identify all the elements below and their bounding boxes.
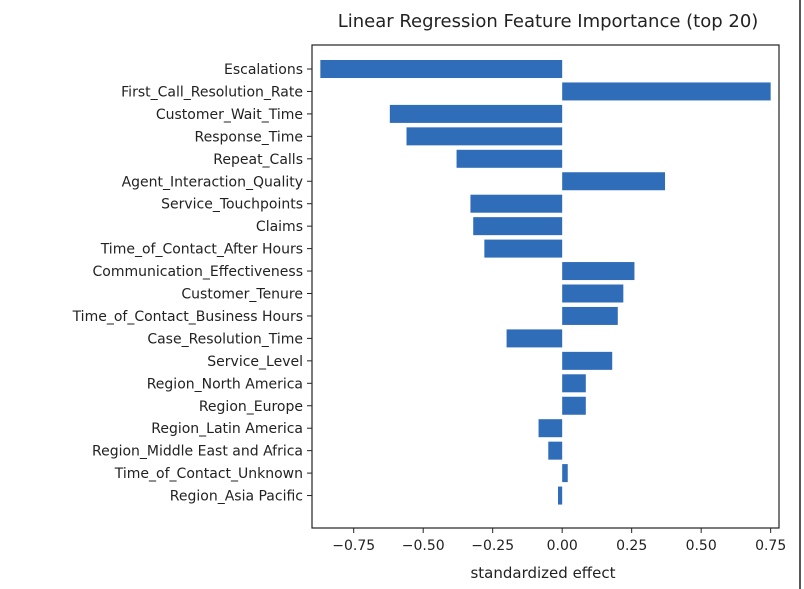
- y-axis-ticks: Escalations First_Call_Resolution_Rate Cus…: [72, 62, 312, 505]
- bar: [562, 284, 624, 303]
- x-tick-label: 0.50: [686, 538, 717, 554]
- chart-title: Linear Regression Feature Importance (to…: [338, 11, 759, 32]
- y-tick-label: Customer_Tenure: [181, 287, 303, 303]
- bar: [562, 396, 586, 415]
- bar: [456, 149, 563, 168]
- y-tick-label: Response_Time: [195, 129, 304, 145]
- y-tick-label: Escalations: [224, 62, 303, 78]
- y-tick-label: Customer_Wait_Time: [156, 107, 303, 123]
- bar: [389, 104, 563, 123]
- x-tick-label: −0.75: [332, 538, 375, 554]
- bar: [558, 486, 563, 505]
- bar: [406, 127, 563, 146]
- y-tick-label: Case_Resolution_Time: [147, 331, 303, 347]
- x-tick-label: −0.50: [402, 538, 445, 554]
- y-tick-label: Region_North America: [147, 376, 303, 392]
- bar: [562, 374, 586, 393]
- bar: [506, 329, 563, 348]
- y-tick-label: Region_Middle East and Africa: [92, 444, 303, 460]
- x-tick-label: −0.25: [471, 538, 514, 554]
- y-tick-label: Communication_Effectiveness: [93, 264, 304, 280]
- x-tick-label: 0.00: [547, 538, 578, 554]
- bar: [473, 217, 563, 236]
- y-tick-label: Region_Europe: [199, 399, 303, 415]
- y-tick-label: Region_Asia Pacific: [170, 489, 303, 505]
- bar: [484, 239, 563, 258]
- x-axis-ticks: −0.75 −0.50 −0.25 0.00 0.25 0.50 0.75: [332, 528, 786, 554]
- y-tick-label: Time_of_Contact_After Hours: [100, 242, 303, 258]
- bar: [538, 419, 563, 438]
- bar: [562, 306, 618, 325]
- plot-frame: [311, 44, 780, 529]
- bar: [562, 172, 666, 191]
- bar: [562, 351, 613, 370]
- y-tick-label: Repeat_Calls: [213, 152, 303, 168]
- bar: [320, 60, 563, 78]
- bar: [562, 262, 635, 281]
- y-tick-label: First_Call_Resolution_Rate: [121, 84, 303, 100]
- bar: [548, 441, 563, 460]
- bar: [470, 194, 563, 213]
- y-tick-label: Time_of_Contact_Business Hours: [72, 309, 303, 325]
- y-tick-label: Region_Latin America: [151, 421, 303, 437]
- bar-series: [320, 60, 771, 505]
- y-tick-label: Agent_Interaction_Quality: [122, 174, 303, 190]
- bar: [562, 82, 771, 101]
- x-tick-label: 0.25: [616, 538, 647, 554]
- y-tick-label: Service_Touchpoints: [161, 197, 303, 213]
- y-tick-label: Service_Level: [207, 354, 303, 370]
- x-axis-title: standardized effect: [470, 564, 615, 582]
- y-tick-label: Time_of_Contact_Unknown: [114, 466, 303, 482]
- bar: [562, 464, 568, 483]
- x-tick-label: 0.75: [755, 538, 786, 554]
- y-tick-label: Claims: [256, 219, 303, 235]
